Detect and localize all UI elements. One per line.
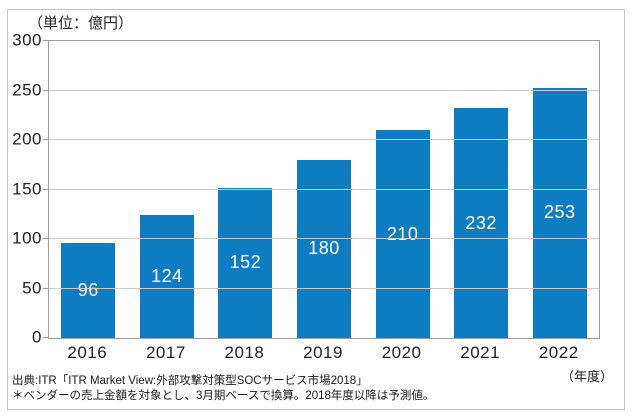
source-line-1: 出典:ITR「ITR Market View:外部攻撃対策型SOCサービス市場2…: [12, 375, 368, 387]
y-tick-label: 0: [32, 327, 42, 347]
x-axis-unit-label: （年度）: [560, 369, 613, 384]
x-tick-label: 2018: [224, 343, 265, 362]
plot-area: 96 124 152 180 210 232 253: [43, 40, 600, 339]
bar-value-label: 152: [229, 252, 262, 273]
x-tick-label: 2017: [145, 343, 186, 362]
y-tick-label: 150: [12, 179, 42, 198]
y-tick-label: 300: [12, 30, 42, 50]
x-tick-label: 2020: [381, 343, 422, 362]
gridline: [49, 89, 599, 91]
y-tick-mark: [43, 188, 48, 190]
y-tick-mark: [43, 89, 48, 91]
bar-band: 210: [363, 41, 442, 338]
bar-2016: 96: [61, 242, 116, 338]
bar-value-label: 210: [386, 223, 419, 244]
bar-value-label: 124: [151, 266, 183, 287]
y-tick-label: 200: [12, 129, 42, 149]
bar-value-label: 253: [543, 202, 576, 223]
y-tick-label: 250: [12, 80, 42, 99]
gridline: [49, 188, 599, 190]
x-tick-label: 2022: [538, 343, 579, 362]
unit-label: （単位：億円）: [28, 15, 134, 32]
source-line-2: ＊ベンダーの売上金額を対象とし、3月期ベースで換算。2018年度以降は予測値。: [12, 390, 435, 402]
gridline: [49, 287, 599, 289]
y-tick-mark: [43, 287, 48, 289]
bar-2017: 124: [139, 215, 194, 338]
bar-band: 124: [128, 41, 207, 338]
bar-value-label: 232: [465, 212, 497, 233]
bar-2021: 232: [454, 108, 509, 338]
bar-band: 96: [49, 41, 128, 338]
x-tick-label: 2021: [460, 343, 501, 362]
y-tick-mark: [43, 337, 48, 338]
x-tick-label: 2016: [67, 343, 108, 362]
bar-band: 180: [285, 41, 364, 338]
bar-series: 96 124 152 180 210 232 253: [49, 41, 599, 338]
bar-value-label: 180: [308, 238, 340, 259]
y-tick-mark: [43, 238, 48, 239]
y-tick-mark: [43, 139, 48, 140]
y-tick-label: 50: [22, 278, 42, 297]
bar-2018: 152: [218, 187, 273, 338]
bar-band: 253: [520, 41, 599, 338]
y-tick-label: 100: [12, 228, 42, 248]
x-tick-label: 2019: [303, 343, 343, 362]
y-axis-labels: 0 50 100 150 200 250 300: [0, 32, 42, 346]
gridline: [49, 238, 599, 239]
gridline: [49, 139, 599, 140]
bar-value-label: 96: [77, 279, 99, 300]
bar-2020: 210: [375, 130, 430, 338]
x-axis-labels: 2016 2017 2018 2019 2020 2021 2022: [48, 343, 598, 363]
bar-band: 232: [442, 41, 521, 338]
bar-band: 152: [206, 41, 285, 338]
bar-2022: 253: [532, 87, 587, 338]
bar-2019: 180: [297, 159, 352, 338]
y-tick-mark: [43, 40, 48, 41]
